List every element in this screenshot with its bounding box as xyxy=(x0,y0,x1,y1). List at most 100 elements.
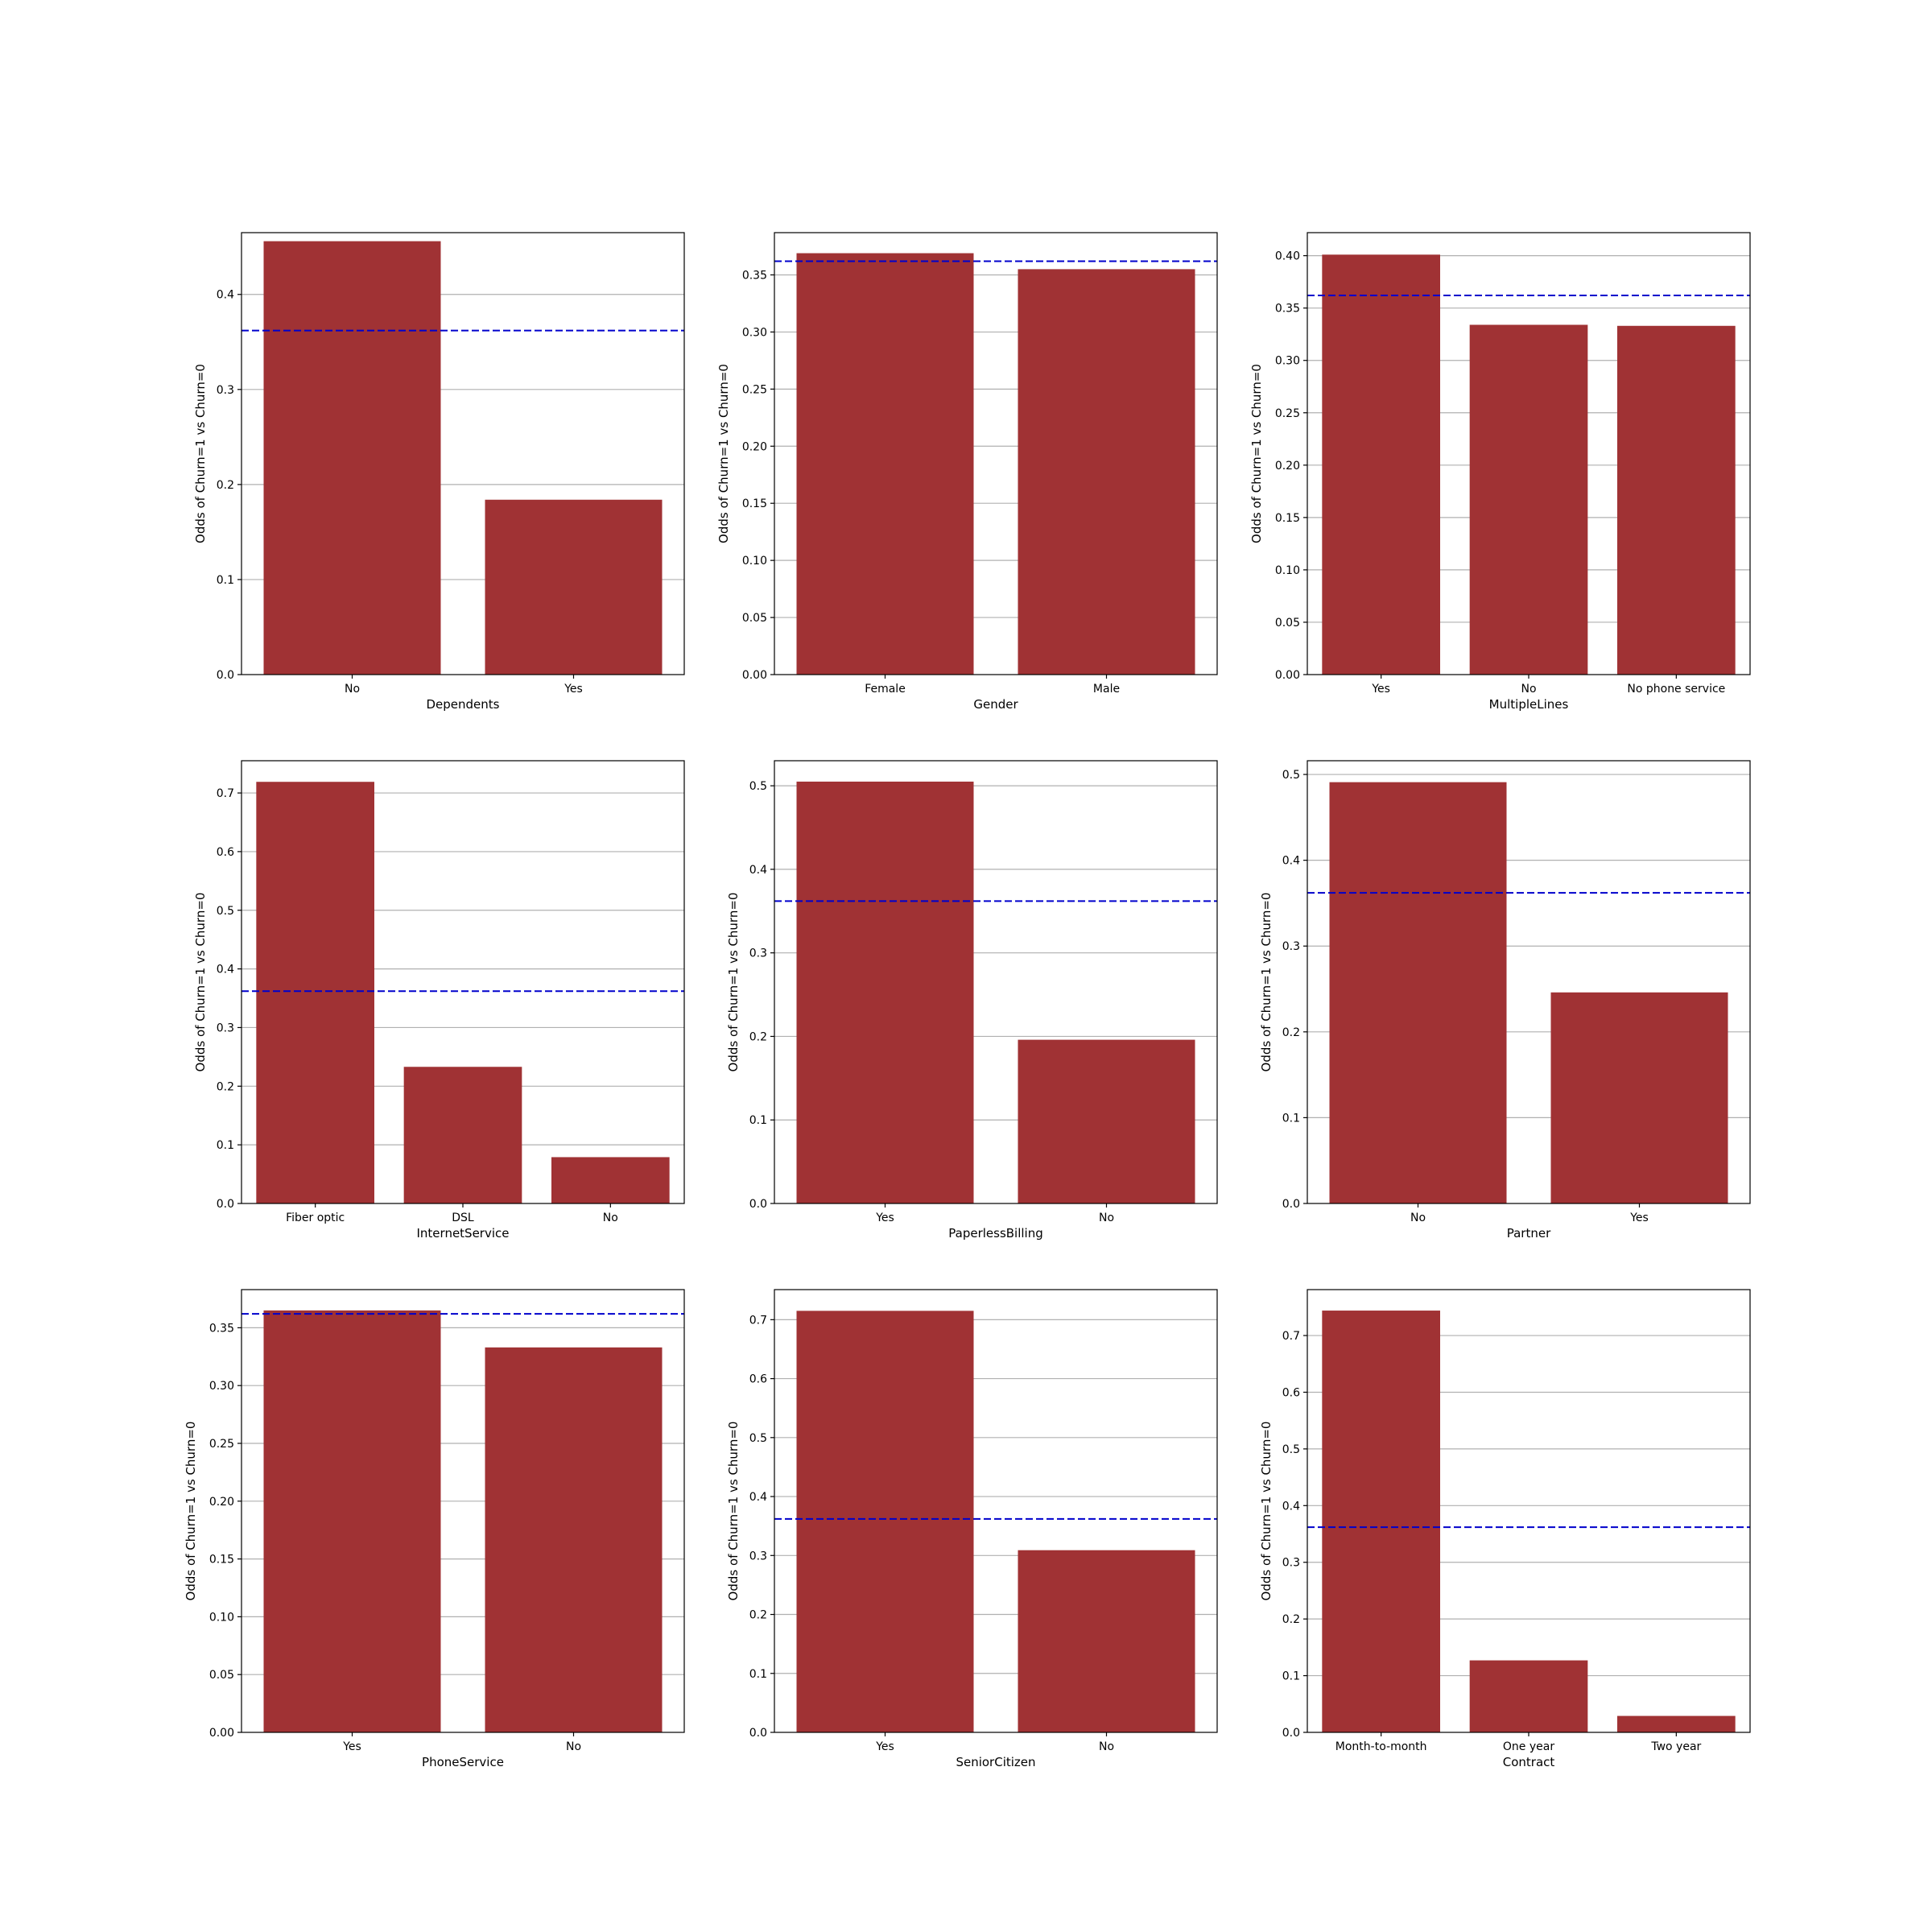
x-axis-label: Contract xyxy=(1503,1755,1555,1769)
x-tick-label: Yes xyxy=(1371,683,1390,696)
x-tick-label: DSL xyxy=(452,1212,474,1224)
y-tick-label: 0.5 xyxy=(749,780,767,793)
y-tick-label: 0.05 xyxy=(742,612,767,625)
y-tick-label: 0.1 xyxy=(749,1668,767,1681)
y-tick-label: 0.4 xyxy=(1282,855,1300,868)
y-tick-label: 0.25 xyxy=(1275,407,1300,420)
subplot-contract: 0.0 0.1 0.2 0.3 0.4 0.5 0.6 0.7 Month-to-month On… xyxy=(1259,1289,1751,1769)
x-tick-label: No xyxy=(1521,683,1536,696)
bar xyxy=(485,499,663,675)
y-tick-label: 0.15 xyxy=(1275,512,1300,525)
y-tick-label: 0.3 xyxy=(1282,940,1300,953)
x-tick-label: Yes xyxy=(1629,1212,1649,1224)
bar xyxy=(1617,1715,1736,1732)
y-tick-label: 0.3 xyxy=(217,1022,234,1034)
y-tick-label: 0.3 xyxy=(749,947,767,960)
x-tick-label: Fiber optic xyxy=(286,1212,345,1224)
x-tick-label: Yes xyxy=(342,1740,361,1753)
y-axis-label: Odds of Churn=1 vs Churn=0 xyxy=(184,1422,198,1601)
x-tick-label: No xyxy=(345,683,360,696)
y-tick-label: 0.4 xyxy=(749,864,767,877)
y-tick-label: 0.1 xyxy=(217,1139,234,1152)
x-tick-label: Yes xyxy=(875,1740,894,1753)
x-tick-label: One year xyxy=(1503,1740,1554,1753)
subplot-paperlessbilling: 0.0 0.1 0.2 0.3 0.4 0.5 Yes No PaperlessBilling O… xyxy=(726,760,1218,1241)
y-tick-label: 0.1 xyxy=(217,574,234,587)
y-tick-label: 0.4 xyxy=(1282,1500,1300,1513)
y-tick-label: 0.6 xyxy=(1282,1386,1300,1399)
x-tick-label: Yes xyxy=(564,683,583,696)
bar xyxy=(1322,254,1440,675)
y-tick-label: 0.7 xyxy=(749,1314,767,1327)
y-tick-label: 0.4 xyxy=(217,964,234,976)
y-tick-label: 0.5 xyxy=(217,905,234,918)
y-tick-label: 0.1 xyxy=(1282,1112,1300,1125)
y-tick-label: 0.0 xyxy=(749,1198,767,1211)
x-tick-label: No xyxy=(1099,1740,1114,1753)
y-axis-label: Odds of Churn=1 vs Churn=0 xyxy=(1259,893,1274,1072)
x-axis-label: Dependents xyxy=(427,697,500,712)
bar xyxy=(796,1311,974,1732)
bar xyxy=(403,1067,522,1203)
y-tick-label: 0.0 xyxy=(1282,1727,1300,1740)
y-tick-label: 0.4 xyxy=(217,289,234,302)
bar xyxy=(263,241,441,675)
y-tick-label: 0.2 xyxy=(1282,1613,1300,1626)
bar xyxy=(1617,325,1736,675)
y-tick-label: 0.05 xyxy=(1275,617,1300,630)
y-tick-label: 0.00 xyxy=(742,669,767,682)
bar xyxy=(1018,269,1195,675)
y-tick-label: 0.3 xyxy=(217,384,234,397)
y-tick-label: 0.10 xyxy=(1275,564,1300,577)
y-tick-label: 0.5 xyxy=(749,1432,767,1445)
subplot-seniorcitizen: 0.0 0.1 0.2 0.3 0.4 0.5 0.6 0.7 Yes No SeniorCitiz… xyxy=(726,1289,1218,1769)
y-axis-label: Odds of Churn=1 vs Churn=0 xyxy=(193,364,208,543)
x-tick-label: Month-to-month xyxy=(1335,1740,1427,1753)
y-tick-label: 0.2 xyxy=(749,1609,767,1622)
y-tick-label: 0.2 xyxy=(1282,1026,1300,1039)
x-tick-label: Male xyxy=(1093,683,1120,696)
y-tick-label: 0.00 xyxy=(209,1727,234,1740)
y-tick-label: 0.25 xyxy=(209,1438,234,1451)
y-tick-label: 0.35 xyxy=(742,269,767,282)
y-tick-label: 0.3 xyxy=(1282,1557,1300,1570)
x-tick-label: Female xyxy=(865,683,906,696)
bar xyxy=(1018,1039,1195,1203)
y-tick-label: 0.25 xyxy=(742,383,767,396)
bar xyxy=(256,782,374,1203)
y-axis-label: Odds of Churn=1 vs Churn=0 xyxy=(1259,1422,1274,1601)
y-tick-label: 0.6 xyxy=(217,846,234,859)
y-tick-label: 0.30 xyxy=(209,1380,234,1393)
x-axis-label: PaperlessBilling xyxy=(948,1226,1043,1241)
x-axis-label: Partner xyxy=(1507,1226,1551,1241)
y-tick-label: 0.0 xyxy=(1282,1198,1300,1211)
x-axis-label: InternetService xyxy=(417,1226,510,1241)
subplot-gender: 0.00 0.05 0.10 0.15 0.20 0.25 0.30 0.35 Female Ma… xyxy=(716,232,1218,712)
y-tick-label: 0.0 xyxy=(217,1198,234,1211)
y-tick-label: 0.5 xyxy=(1282,769,1300,782)
y-tick-label: 0.0 xyxy=(217,669,234,682)
y-tick-label: 0.1 xyxy=(749,1114,767,1127)
bar xyxy=(485,1347,663,1732)
y-tick-label: 0.5 xyxy=(1282,1443,1300,1456)
y-tick-label: 0.20 xyxy=(209,1496,234,1509)
x-tick-label: No xyxy=(1410,1212,1426,1224)
y-axis-label: Odds of Churn=1 vs Churn=0 xyxy=(716,364,731,543)
y-tick-label: 0.20 xyxy=(1275,460,1300,473)
y-tick-label: 0.35 xyxy=(1275,303,1300,316)
bar xyxy=(1329,782,1507,1203)
y-tick-label: 0.3 xyxy=(749,1550,767,1563)
y-tick-label: 0.7 xyxy=(217,787,234,800)
x-tick-label: No xyxy=(1099,1212,1114,1224)
y-tick-label: 0.2 xyxy=(749,1030,767,1043)
subplot-internetservice: 0.0 0.1 0.2 0.3 0.4 0.5 0.6 0.7 Fiber optic DSL No… xyxy=(193,760,685,1241)
x-axis-label: SeniorCitizen xyxy=(956,1755,1035,1769)
bar xyxy=(1550,992,1728,1203)
y-tick-label: 0.6 xyxy=(749,1373,767,1386)
subplot-dependents: 0.0 0.1 0.2 0.3 0.4 No Yes Dependents Odds of Ch… xyxy=(193,232,685,712)
y-tick-label: 0.35 xyxy=(209,1322,234,1335)
y-tick-label: 0.2 xyxy=(217,1080,234,1093)
subplot-phoneservice: 0.00 0.05 0.10 0.15 0.20 0.25 0.30 0.35 Yes No Pho… xyxy=(184,1289,685,1769)
y-tick-label: 0.40 xyxy=(1275,250,1300,263)
